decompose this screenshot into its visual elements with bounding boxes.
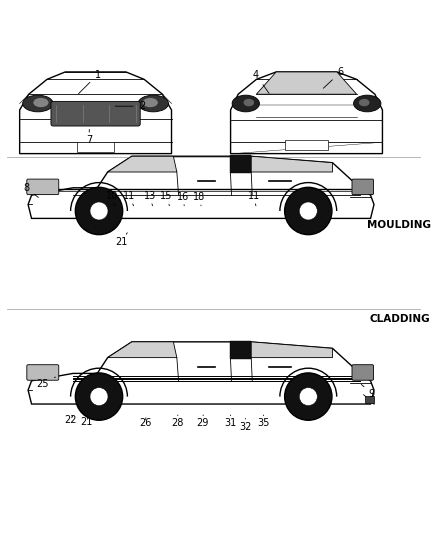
Bar [230,155,251,173]
Text: 21: 21 [80,417,92,427]
Text: 29: 29 [196,415,208,429]
Text: 22: 22 [64,415,76,425]
Text: 26: 26 [139,417,151,427]
Bar [285,140,327,150]
Ellipse shape [358,99,369,106]
PathPatch shape [251,342,332,358]
Circle shape [90,202,108,220]
Text: 31: 31 [224,415,236,429]
PathPatch shape [230,72,381,154]
Bar [77,142,113,152]
Circle shape [299,202,317,220]
FancyBboxPatch shape [351,179,373,195]
PathPatch shape [256,72,356,94]
Circle shape [75,373,122,420]
Text: 25: 25 [36,377,55,389]
FancyBboxPatch shape [27,365,59,380]
Circle shape [90,387,108,406]
Circle shape [299,387,317,406]
Text: 4: 4 [252,69,268,93]
Ellipse shape [33,98,48,107]
Text: 21: 21 [115,233,127,247]
FancyBboxPatch shape [351,365,373,380]
Circle shape [284,187,331,235]
Bar [230,341,251,359]
Text: 13: 13 [143,191,155,206]
PathPatch shape [251,156,332,172]
Text: 28: 28 [170,415,183,429]
Text: 16: 16 [177,192,189,206]
Ellipse shape [232,95,259,112]
Text: 7: 7 [86,130,92,145]
Text: 18: 18 [192,192,205,206]
Ellipse shape [138,95,168,112]
Text: 35: 35 [257,415,269,429]
Text: MOULDING: MOULDING [367,220,431,230]
Ellipse shape [243,99,254,106]
Text: 11: 11 [123,191,135,206]
Ellipse shape [353,95,380,112]
PathPatch shape [107,156,177,172]
PathPatch shape [107,342,177,358]
Text: 9: 9 [360,384,374,399]
PathPatch shape [20,72,171,154]
Text: 11: 11 [247,191,259,206]
Circle shape [284,373,331,420]
Text: CLADDING: CLADDING [368,314,429,324]
Text: 8: 8 [23,183,39,197]
PathPatch shape [28,342,373,404]
FancyBboxPatch shape [27,179,59,195]
Text: 32: 32 [239,418,251,432]
Bar [364,395,373,403]
Circle shape [75,187,122,235]
Text: 1: 1 [78,69,101,94]
FancyBboxPatch shape [51,101,140,126]
Text: 6: 6 [322,68,343,88]
Ellipse shape [23,95,53,112]
Text: 10: 10 [106,191,118,206]
PathPatch shape [28,156,373,219]
Text: 2: 2 [115,101,145,111]
Text: 15: 15 [160,191,172,206]
Ellipse shape [142,98,158,107]
